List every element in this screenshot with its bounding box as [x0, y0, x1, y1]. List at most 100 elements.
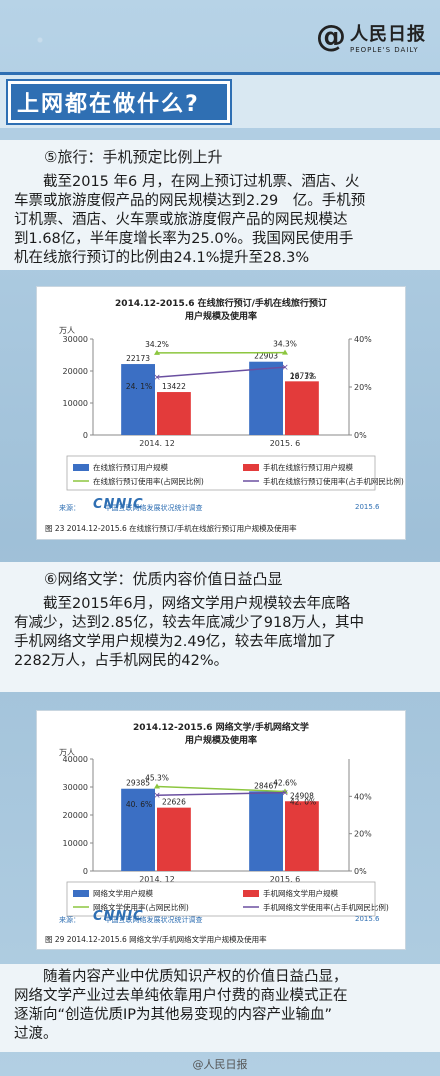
- section5-line: 车票或旅游度假产品的网民规模达到2.29 亿。手机预: [14, 193, 366, 209]
- y-tick-label: 30000: [63, 783, 88, 792]
- legend-swatch: [73, 464, 89, 471]
- y-tick-label: 0: [83, 867, 88, 876]
- line-data-label: 34.3%: [273, 340, 297, 349]
- line-point: ×: [281, 789, 289, 799]
- line-data-label: 42.6%: [273, 778, 297, 787]
- section5-line: 截至2015 年6 月，在网上预订过机票、酒店、火: [43, 174, 360, 190]
- legend-swatch: [243, 890, 259, 897]
- bar-data-label: 28467: [254, 781, 278, 790]
- legend-label: 网络文学用户规模: [93, 888, 153, 898]
- people-daily-logo: @ 人民日报 PEOPLE'S DAILY: [316, 19, 426, 55]
- bar: [285, 381, 319, 435]
- bar: [157, 807, 191, 871]
- bar-data-label: 22173: [126, 354, 150, 363]
- y-tick-label: 20000: [63, 811, 88, 820]
- closing-line: 逐渐向“创造优质IP为其他易变现的内容产业输血”: [14, 1007, 333, 1023]
- bar: [121, 788, 155, 871]
- line-data-label: 24. 1%: [126, 382, 152, 391]
- y-tick-label: 20000: [63, 367, 88, 376]
- line-data-label: 28. 3%: [290, 372, 316, 381]
- chart-plot: 30000 20000 10000 0 40% 20% 0% 22173 13422 2014. …: [63, 335, 404, 491]
- line-data-label: 40. 6%: [126, 800, 152, 809]
- bar-data-label: 22903: [254, 352, 278, 361]
- line-data-label: 45.3%: [145, 773, 169, 782]
- chart-source-date: 2015.6: [355, 915, 380, 923]
- x-tick-label: 2015. 6: [270, 439, 301, 448]
- section6-title: ⑥网络文学：优质内容价值日益凸显: [44, 570, 283, 588]
- line-point: ×: [153, 791, 161, 801]
- legend-box: [66, 455, 376, 491]
- chart-literature: 2014.12-2015.6 网络文学/手机网络文学 用户规模及使用率 万人 4…: [36, 710, 406, 950]
- legend-label: 手机在线旅行预订用户规模: [263, 462, 353, 472]
- chart-caption: 图 23 2014.12-2015.6 在线旅行预订/手机在线旅行预订用户规模及…: [45, 524, 297, 533]
- series-line: [156, 366, 286, 378]
- section5-line: 到1.68亿，半年度增长率为25.0%。我国网民使用手: [14, 231, 354, 247]
- chart-subtitle: 用户规模及使用率: [184, 736, 257, 746]
- chart-subtitle: 用户规模及使用率: [184, 312, 257, 322]
- y2-tick-label: 0%: [354, 431, 367, 440]
- closing-line: 网络文学产业过去单纯依靠用户付费的商业模式正在: [14, 988, 348, 1004]
- line-data-label: 42. 0%: [290, 798, 316, 807]
- section5-line: 订机票、酒店、火车票或旅游度假产品的网民规模达: [14, 212, 348, 228]
- banner-title: 上网都在做什么?: [17, 92, 200, 117]
- legend-swatch: [73, 890, 89, 897]
- logo-en: PEOPLE'S DAILY: [350, 46, 419, 54]
- y2-tick-label: 40%: [354, 335, 372, 344]
- y-tick-label: 30000: [63, 335, 88, 344]
- chart-caption: 图 29 2014.12-2015.6 网络文学/手机网络文学用户规模及使用率: [45, 935, 267, 944]
- bar-data-label: 29385: [126, 779, 150, 788]
- y2-tick-label: 20%: [354, 383, 372, 392]
- y2-tick-label: 40%: [354, 792, 372, 801]
- bar: [249, 361, 283, 435]
- line-point: ×: [153, 373, 161, 383]
- section5-line: 机在线旅行预订的比例由24.1%提升至28.3%: [14, 250, 310, 266]
- section6-line: 有减少，达到2.85亿，较去年底减少了918万人，其中: [14, 615, 364, 631]
- legend-swatch: [243, 464, 259, 471]
- x-tick-label: 2015. 6: [270, 875, 301, 884]
- line-point: [154, 783, 160, 789]
- legend-box: [66, 881, 376, 917]
- cnnic-logo: CNNIC: [93, 909, 144, 924]
- y-tick-label: 10000: [63, 399, 88, 408]
- bar-data-label: 24908: [290, 791, 314, 800]
- series-line: [156, 785, 286, 793]
- bar: [249, 791, 283, 871]
- chart-source-date: 2015.6: [355, 503, 380, 511]
- chart-title: 2014.12-2015.6 网络文学/手机网络文学: [133, 723, 309, 733]
- section6-line: 2282万人，占手机网民的42%。: [14, 653, 229, 669]
- section5-block: ⑤旅行：手机预定比例上升 截至2015 年6 月，在网上预订过机票、酒店、火 车…: [0, 140, 440, 270]
- section6-block: ⑥网络文学：优质内容价值日益凸显 截至2015年6月，网络文学用户规模较去年底略…: [0, 562, 440, 692]
- legend-label: 在线旅行预订用户规模: [93, 462, 168, 472]
- bar-data-label: 16772: [290, 371, 314, 380]
- closing-line: 过渡。: [14, 1026, 58, 1042]
- legend-label: 手机网络文学用户规模: [263, 888, 338, 898]
- banner-box: 上网都在做什么?: [8, 81, 230, 123]
- legend-label: 手机在线旅行预订使用率(占手机网民比例): [263, 476, 404, 486]
- bar-data-label: 22626: [162, 798, 186, 807]
- series-line: [156, 791, 286, 796]
- line-data-label: 34.2%: [145, 340, 169, 349]
- closing-line: 随着内容产业中优质知识产权的价值日益凸显，: [43, 969, 348, 985]
- y-tick-label: 40000: [63, 755, 88, 764]
- line-point: [282, 349, 288, 355]
- y2-tick-label: 0%: [354, 867, 367, 876]
- chart-plot: 40000 30000 20000 10000 0 40% 20% 0% 29385 22626 2…: [63, 755, 389, 917]
- y-unit: 万人: [59, 326, 75, 335]
- legend-label: 网络文学使用率(占网民比例): [93, 902, 189, 912]
- logo-cn: 人民日报: [350, 24, 426, 45]
- section5-title: ⑤旅行：手机预定比例上升: [44, 148, 223, 166]
- section6-line: 手机网络文学用户规模为2.49亿，较去年底增加了: [14, 634, 337, 650]
- y-tick-label: 0: [83, 431, 88, 440]
- bar: [285, 801, 319, 871]
- chart-travel: 2014.12-2015.6 在线旅行预订/手机在线旅行预订 用户规模及使用率 …: [36, 286, 406, 540]
- y2-tick-label: 20%: [354, 830, 372, 839]
- y-unit: 万人: [59, 748, 75, 757]
- chart-source: 来源： 中国互联网络发展状况统计调查: [59, 916, 203, 924]
- at-icon: @: [316, 19, 346, 54]
- legend-label: 在线旅行预订使用率(占网民比例): [93, 476, 204, 486]
- bar: [121, 364, 155, 435]
- x-tick-label: 2014. 12: [139, 875, 175, 884]
- line-point: ×: [281, 363, 289, 373]
- bar-data-label: 13422: [162, 382, 186, 391]
- closing-block: 随着内容产业中优质知识产权的价值日益凸显， 网络文学产业过去单纯依靠用户付费的商…: [0, 964, 440, 1052]
